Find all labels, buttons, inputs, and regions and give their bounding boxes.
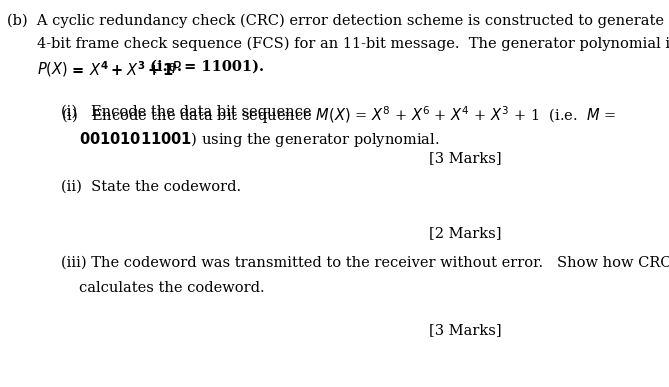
Text: (i.e.: (i.e. — [145, 60, 187, 74]
Text: [3 Marks]: [3 Marks] — [429, 151, 502, 165]
Text: (ii)  State the codeword.: (ii) State the codeword. — [61, 180, 242, 194]
Text: (b)  A cyclic redundancy check (CRC) error detection scheme is constructed to ge: (b) A cyclic redundancy check (CRC) erro… — [7, 14, 669, 28]
Text: [3 Marks]: [3 Marks] — [429, 323, 502, 337]
Text: (i)   Encode the data bit sequence $\mathit{M(X)}$ = $\mathit{X}^8$ + $\mathit{X: (i) Encode the data bit sequence $\mathi… — [61, 104, 616, 126]
Text: (iii) The codeword was transmitted to the receiver without error.   Show how CRC: (iii) The codeword was transmitted to th… — [61, 255, 669, 269]
Text: [2 Marks]: [2 Marks] — [429, 226, 502, 240]
Text: $\mathbf{\mathit{P}}$: $\mathbf{\mathit{P}}$ — [171, 60, 181, 76]
Text: calculates the codeword.: calculates the codeword. — [79, 281, 264, 295]
Text: 4-bit frame check sequence (FCS) for an 11-bit message.  The generator polynomia: 4-bit frame check sequence (FCS) for an … — [37, 37, 669, 51]
Text: (i)   Encode the data bit sequence: (i) Encode the data bit sequence — [61, 104, 316, 119]
Text: $\mathbf{00101011001}$) using the generator polynomial.: $\mathbf{00101011001}$) using the genera… — [79, 130, 440, 149]
Text: $\mathbf{\mathit{P(X)}}$: $\mathbf{\mathit{P(X)}}$ — [37, 60, 68, 78]
Text: = 11001).: = 11001). — [179, 60, 264, 74]
Text: $\mathbf{=\,\mathit{X}^4+\mathit{X}^3+1}$: $\mathbf{=\,\mathit{X}^4+\mathit{X}^3+1}… — [69, 60, 174, 79]
